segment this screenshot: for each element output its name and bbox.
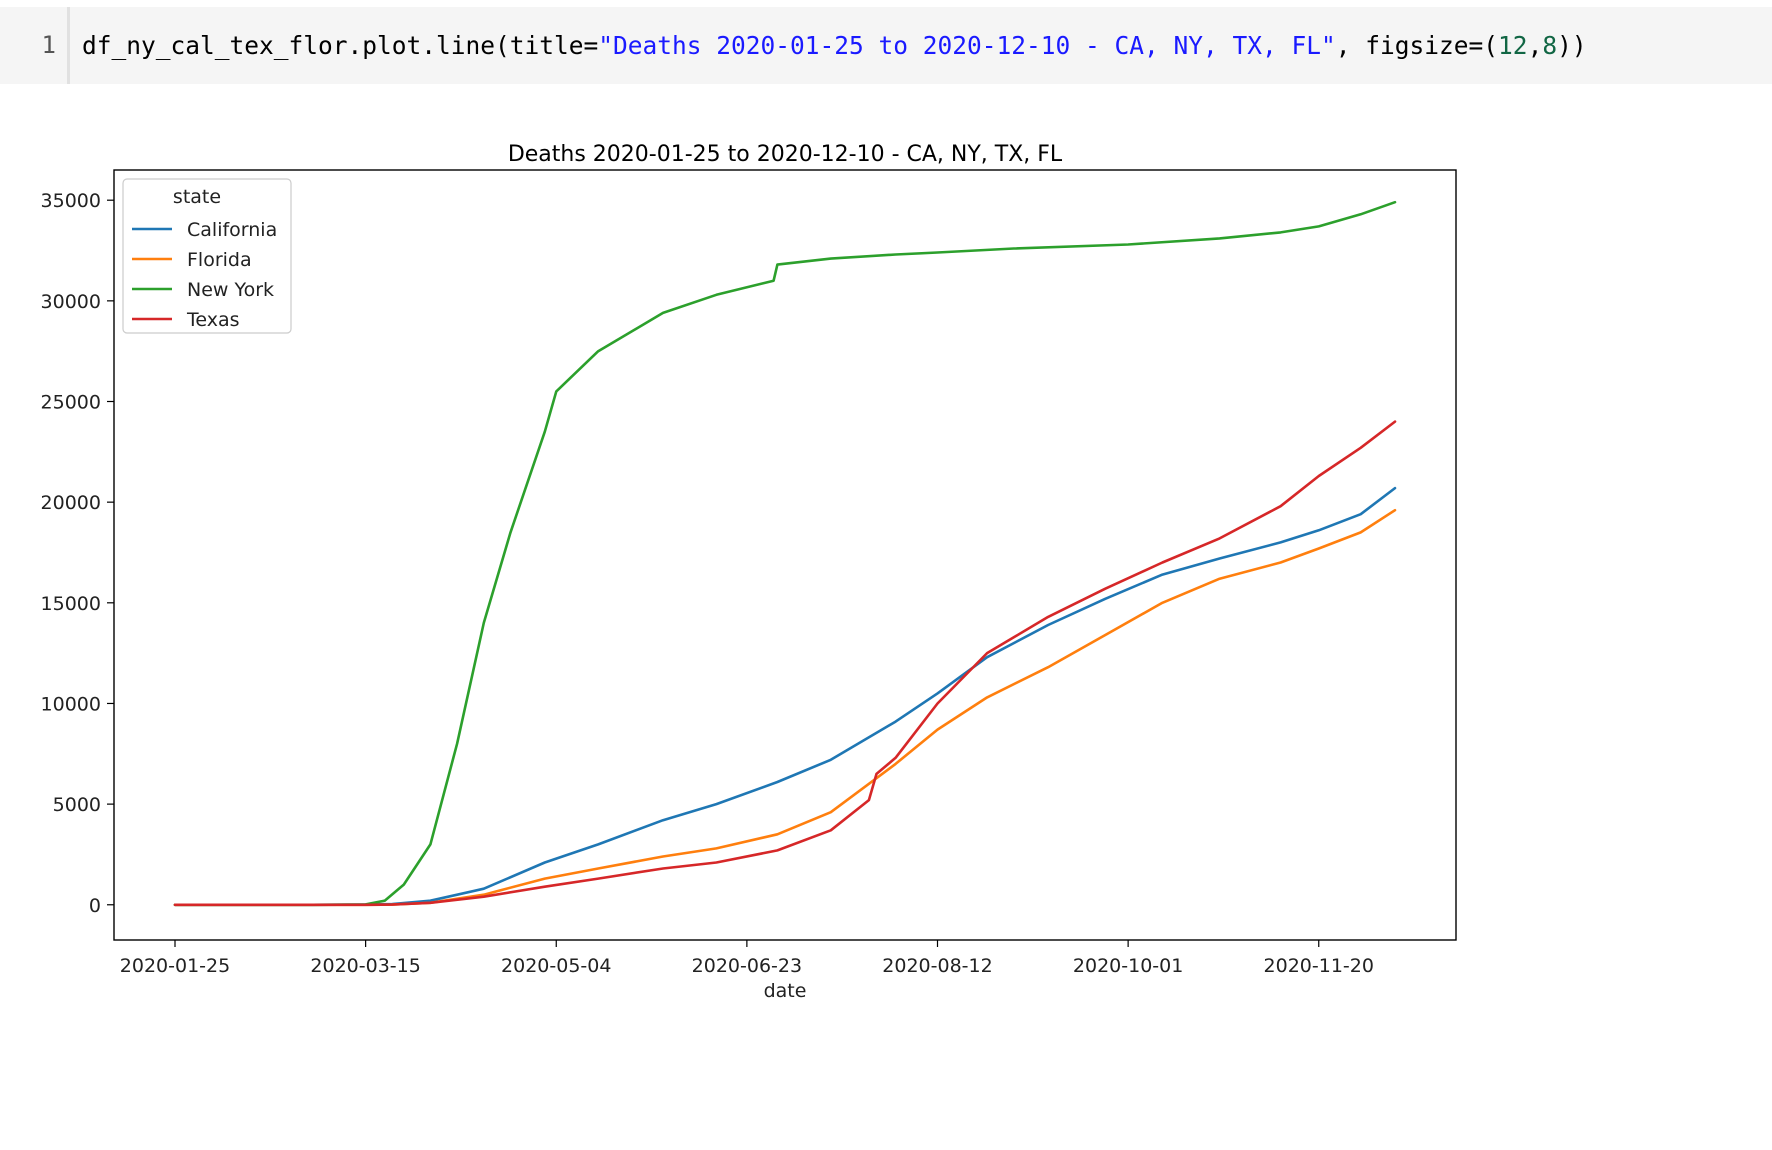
y-tick-label: 35000 — [41, 190, 101, 212]
code-cell[interactable]: 1 df_ny_cal_tex_flor.plot.line(title="De… — [0, 7, 1772, 84]
line-chart: Deaths 2020-01-25 to 2020-12-10 - CA, NY… — [41, 142, 1457, 1002]
y-tick-label: 30000 — [41, 291, 101, 313]
code-token-string: "Deaths 2020-01-25 to 2020-12-10 - CA, N… — [598, 31, 1336, 60]
series-line-california — [173, 486, 1397, 907]
x-tick-label: 2020-03-15 — [310, 955, 420, 977]
legend-title: state — [173, 186, 221, 208]
y-tick-label: 15000 — [41, 593, 101, 615]
series-line-florida — [173, 508, 1397, 907]
x-tick-label: 2020-01-25 — [120, 955, 230, 977]
code-token-plain: )) — [1557, 31, 1587, 60]
y-tick-label: 10000 — [41, 693, 101, 715]
code-token-plain: df_ny_cal_tex_flor.plot.line(title= — [82, 31, 599, 60]
legend-entry: California — [187, 219, 277, 241]
legend-entry: Florida — [187, 249, 252, 271]
code-line[interactable]: df_ny_cal_tex_flor.plot.line(title="Deat… — [82, 7, 1587, 84]
y-tick-label: 0 — [89, 895, 101, 917]
x-tick-label: 2020-06-23 — [692, 955, 802, 977]
code-token-number: 12 — [1498, 31, 1528, 60]
series-line-new-york — [173, 200, 1397, 907]
legend-entry: Texas — [186, 309, 240, 331]
code-token-number: 8 — [1542, 31, 1558, 60]
legend-entry: New York — [187, 279, 274, 301]
series-line-texas — [173, 420, 1397, 907]
x-axis-label: date — [764, 980, 807, 1002]
chart-title: Deaths 2020-01-25 to 2020-12-10 - CA, NY… — [508, 142, 1063, 167]
y-tick-label: 25000 — [41, 392, 101, 414]
cell-gutter — [67, 7, 70, 84]
plot-frame — [113, 169, 1457, 941]
code-token-plain: , — [1527, 31, 1543, 60]
x-tick-label: 2020-10-01 — [1073, 955, 1183, 977]
line-number: 1 — [41, 31, 56, 59]
chart-output: Deaths 2020-01-25 to 2020-12-10 - CA, NY… — [0, 140, 1500, 1150]
x-tick-label: 2020-11-20 — [1264, 955, 1374, 977]
legend-box — [122, 178, 292, 334]
x-tick-label: 2020-08-12 — [882, 955, 992, 977]
y-tick-label: 20000 — [41, 492, 101, 514]
code-token-plain: , figsize=( — [1335, 31, 1499, 60]
y-tick-label: 5000 — [53, 794, 101, 816]
x-tick-label: 2020-05-04 — [501, 955, 611, 977]
